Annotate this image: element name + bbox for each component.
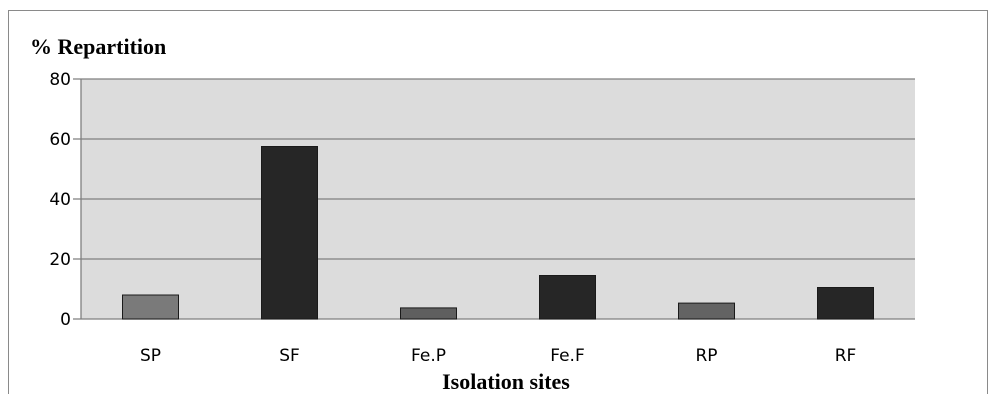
x-category-label: Fe.P: [411, 346, 446, 366]
y-tick-label: 40: [49, 190, 71, 210]
bar-fe-p: [400, 307, 457, 320]
x-category-label: SF: [279, 346, 300, 366]
bar-fe-f: [539, 275, 596, 320]
y-tick-label: 20: [49, 250, 71, 270]
x-axis-title: Isolation sites: [442, 369, 570, 394]
x-axis-categories: SP SF Fe.P Fe.F RP RF: [140, 346, 856, 366]
y-axis-ticks: 0 20 40 60 80: [49, 70, 71, 330]
bar-rf: [817, 287, 874, 320]
x-category-label: RF: [835, 346, 857, 366]
chart-frame: [8, 10, 988, 394]
y-tick-label: 80: [49, 70, 71, 90]
bar-sp: [122, 294, 179, 320]
y-axis-title: % Repartition: [30, 34, 166, 59]
bar-sf: [261, 146, 318, 320]
x-category-label: Fe.F: [550, 346, 585, 366]
x-category-label: SP: [140, 346, 161, 366]
bars: [122, 146, 874, 320]
bar-rp: [678, 302, 735, 320]
x-category-label: RP: [695, 346, 717, 366]
y-tick-label: 0: [60, 310, 71, 330]
gridlines: [73, 78, 915, 320]
y-tick-label: 60: [49, 130, 71, 150]
